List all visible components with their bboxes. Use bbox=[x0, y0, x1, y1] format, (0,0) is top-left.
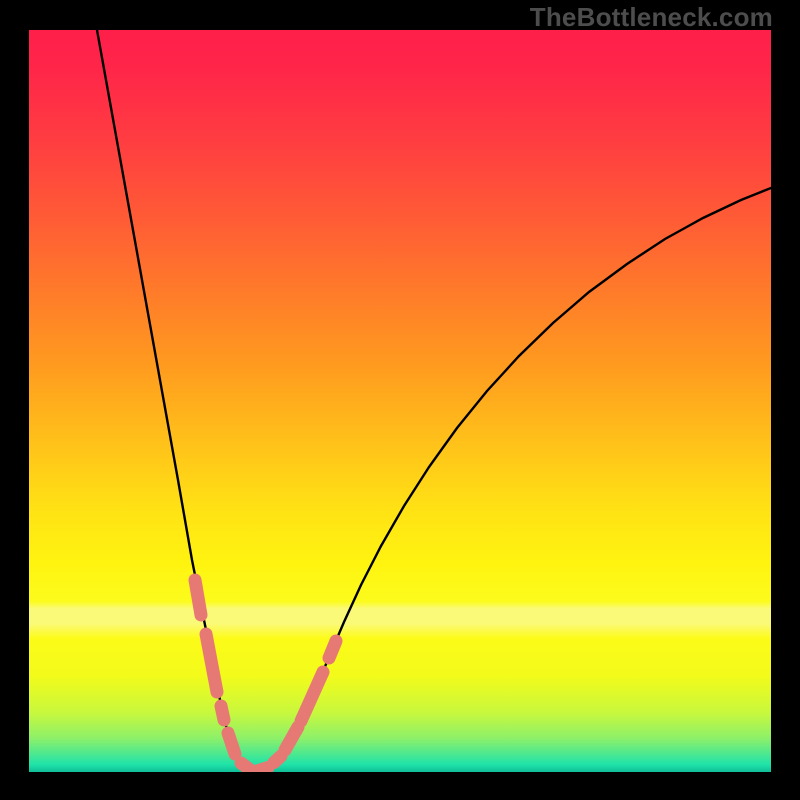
dash-segment bbox=[221, 706, 224, 720]
plot-area bbox=[29, 30, 771, 772]
dash-segment bbox=[285, 727, 298, 750]
dash-segment bbox=[274, 756, 281, 763]
bottleneck-curve bbox=[97, 30, 771, 771]
bottleneck-curve-layer bbox=[29, 30, 771, 772]
watermark-text: TheBottleneck.com bbox=[530, 2, 773, 33]
dash-segment bbox=[257, 768, 268, 772]
dash-segment bbox=[241, 763, 251, 771]
dash-segment bbox=[228, 733, 235, 754]
dash-segment bbox=[329, 641, 336, 658]
curve-dash-overlay bbox=[195, 580, 336, 771]
dash-segment bbox=[195, 580, 201, 615]
dash-segment bbox=[301, 672, 323, 721]
dash-segment bbox=[206, 634, 217, 692]
